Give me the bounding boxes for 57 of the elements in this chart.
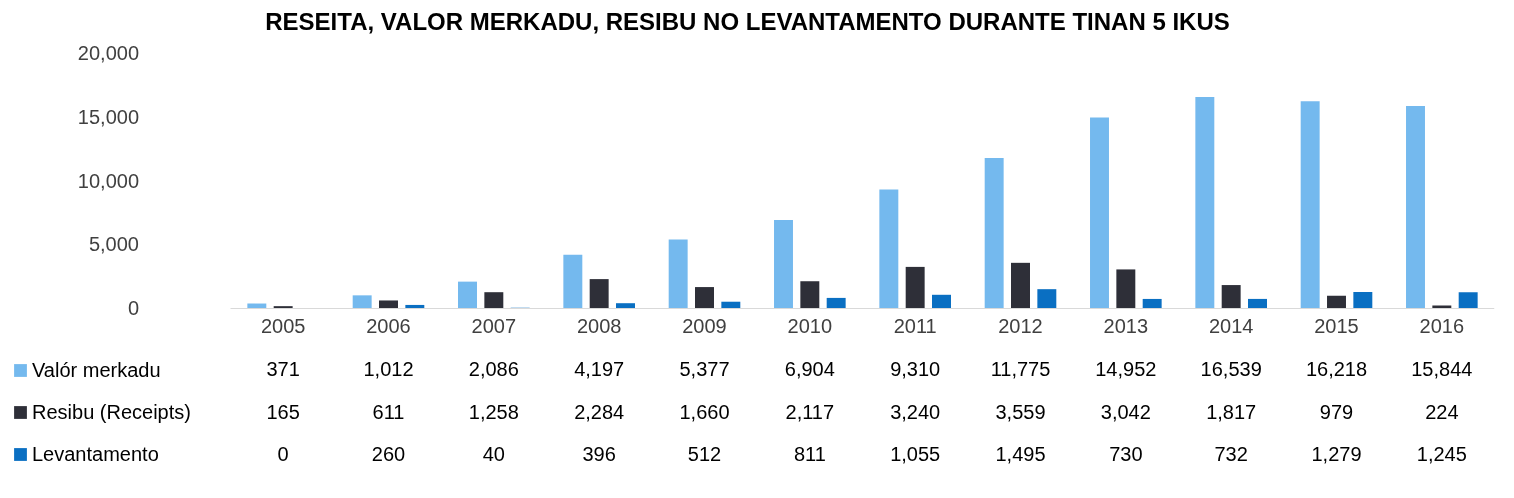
- data-label: 14,952: [1095, 358, 1157, 381]
- data-label: 611: [372, 400, 405, 423]
- x-tick-label: 2011: [893, 315, 937, 338]
- data-label: 732: [1214, 443, 1248, 466]
- x-tick-label: 2015: [1314, 315, 1359, 338]
- x-tick-label: 2014: [1208, 315, 1254, 338]
- x-tick-label: 2013: [1103, 315, 1149, 338]
- legend-label: Resibu (Receipts): [32, 399, 191, 425]
- data-label: 1,495: [995, 443, 1046, 466]
- x-tick-label: 2005: [260, 315, 306, 338]
- x-tick-label: 2006: [366, 315, 411, 338]
- data-label: 979: [1319, 400, 1354, 423]
- data-label: 1,012: [363, 358, 414, 381]
- data-label: 16,218: [1305, 358, 1368, 381]
- y-tick-label: 10,000: [77, 169, 139, 192]
- data-label: 1,279: [1311, 443, 1362, 466]
- data-label: 5,377: [679, 358, 730, 381]
- data-label: 6,904: [784, 358, 835, 381]
- x-tick-label: 2010: [787, 315, 833, 338]
- data-label: 3,042: [1100, 400, 1151, 423]
- legend-label: Levantamento: [32, 441, 159, 467]
- y-tick-label: 15,000: [77, 105, 139, 128]
- data-label: 0: [277, 443, 289, 466]
- data-label: 4,197: [574, 358, 625, 381]
- x-tick-label: 2009: [682, 315, 727, 338]
- y-tick-label: 0: [127, 297, 139, 320]
- data-label: 2,117: [785, 400, 835, 423]
- data-label: 512: [687, 443, 722, 466]
- data-label: 1,660: [679, 400, 730, 423]
- data-label: 730: [1109, 443, 1143, 466]
- data-label: 15,844: [1411, 358, 1473, 381]
- data-label: 1,258: [468, 400, 519, 423]
- x-tick-label: 2012: [998, 315, 1043, 338]
- data-label: 1,245: [1416, 443, 1467, 466]
- x-tick-label: 2007: [471, 315, 517, 338]
- data-label: 9,310: [890, 358, 941, 381]
- data-label: 811: [793, 443, 826, 466]
- data-label: 40: [482, 443, 505, 466]
- data-label: 2,284: [574, 400, 625, 423]
- chart-title: RESEITA, VALOR MERKADU, RESIBU NO LEVANTAMENTO DURANTE TINAN 5 IKUS: [265, 7, 1230, 35]
- data-label: 3,559: [995, 400, 1046, 423]
- legend-label: Valór merkadu: [32, 357, 161, 383]
- x-tick-label: 2016: [1419, 315, 1465, 338]
- data-label: 16,539: [1200, 358, 1262, 381]
- y-tick-label: 20,000: [77, 41, 139, 64]
- data-label: 1,817: [1206, 400, 1257, 423]
- y-tick-label: 5,000: [88, 233, 140, 256]
- data-label: 260: [371, 443, 406, 466]
- data-label: 396: [582, 443, 616, 466]
- data-label: 1,055: [890, 443, 941, 466]
- x-tick-label: 2008: [576, 315, 622, 338]
- data-label: 11,775: [990, 358, 1051, 381]
- data-label: 224: [1425, 400, 1459, 423]
- data-label: 165: [266, 400, 300, 423]
- data-label: 3,240: [890, 400, 941, 423]
- data-label: 2,086: [468, 358, 519, 381]
- data-label: 371: [266, 358, 300, 381]
